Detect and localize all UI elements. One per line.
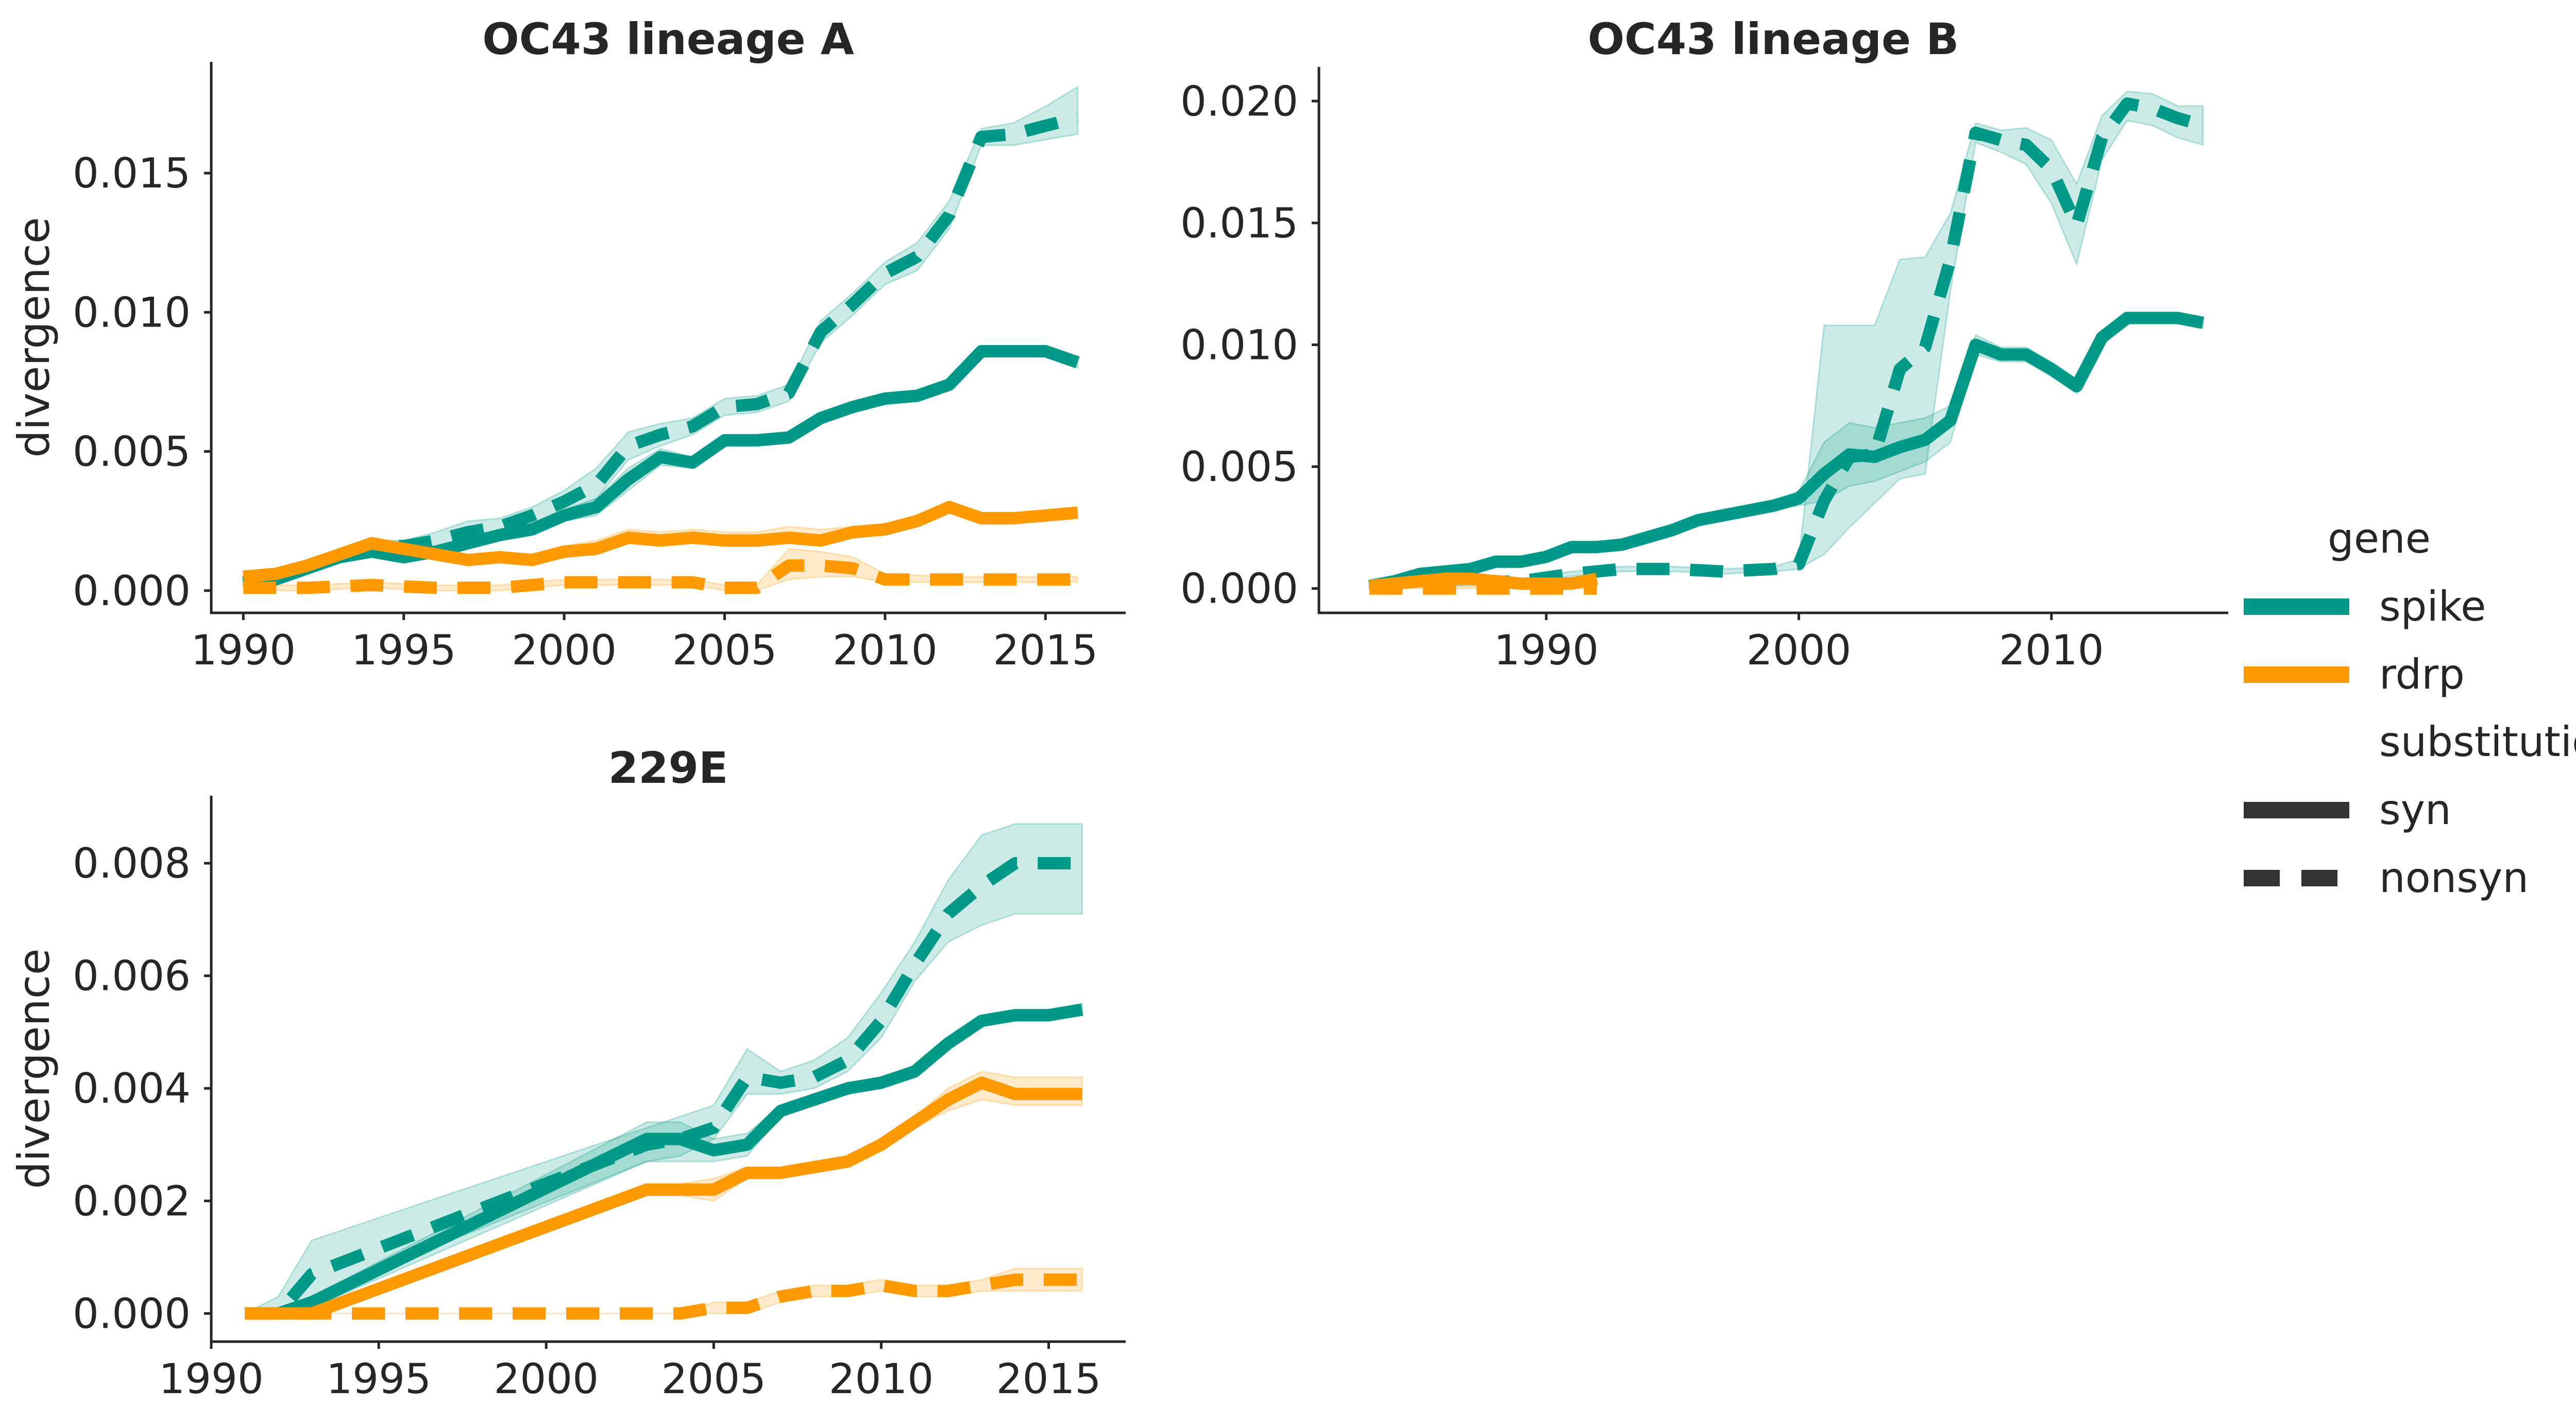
x-axis-ticks: 1990 2000 2010 <box>1494 613 2104 674</box>
y-tick-label: 0.010 <box>1180 321 1298 369</box>
panel-title: OC43 lineage B <box>1588 14 1959 64</box>
spike-syn-ci-band <box>1368 312 2204 590</box>
axis-spines <box>1317 67 2228 614</box>
y-tick-label: 0.005 <box>73 428 191 476</box>
confidence-bands <box>242 85 1079 592</box>
x-tick-label: 1995 <box>326 1355 431 1403</box>
y-tick-label: 0.020 <box>1180 77 1298 125</box>
rdrp-syn-line <box>245 1076 1082 1320</box>
y-tick-label: 0.002 <box>73 1177 191 1225</box>
legend: gene spike rdrp substitution syn nonsyn <box>2244 515 2576 902</box>
spike-nonsyn-ci-band <box>244 823 1083 1314</box>
legend-label-rdrp: rdrp <box>2379 650 2465 698</box>
rdrp-syn-line <box>243 501 1078 583</box>
confidence-bands <box>244 823 1083 1314</box>
x-tick-label: 2010 <box>1999 626 2104 674</box>
y-tick-label: 0.000 <box>73 567 191 615</box>
y-tick-label: 0.005 <box>1180 443 1298 491</box>
y-tick-label: 0.000 <box>73 1290 191 1338</box>
panel-oc43-lineage-a: OC43 lineage A divergence 1990 1995 2000 20… <box>9 14 1126 674</box>
y-axis-ticks: 0.000 0.005 0.010 0.015 0.020 <box>1180 77 1319 613</box>
x-tick-label: 2000 <box>494 1355 599 1403</box>
legend-label-spike: spike <box>2379 582 2486 630</box>
y-tick-label: 0.006 <box>73 952 191 1000</box>
spike-syn-line <box>243 345 1080 589</box>
axis-spines <box>210 62 1126 614</box>
x-tick-label: 1990 <box>191 626 296 674</box>
series-lines <box>245 857 1083 1320</box>
x-tick-label: 2015 <box>996 1355 1101 1403</box>
legend-title-substitution: substitution <box>2379 718 2576 766</box>
y-tick-label: 0.015 <box>73 149 191 197</box>
y-axis-label: divergence <box>9 948 59 1189</box>
x-tick-label: 2000 <box>512 626 617 674</box>
y-axis-label: divergence <box>9 217 59 457</box>
x-tick-label: 2000 <box>1747 626 1852 674</box>
spike-syn-line <box>1368 312 2205 592</box>
legend-label-syn: syn <box>2379 786 2451 834</box>
legend-label-nonsyn: nonsyn <box>2379 854 2529 902</box>
spike-nonsyn-line <box>245 857 1082 1320</box>
panel-title: 229E <box>608 743 728 793</box>
panel-title: OC43 lineage A <box>482 14 854 64</box>
y-tick-label: 0.015 <box>1180 199 1298 247</box>
x-tick-label: 2010 <box>833 626 938 674</box>
panel-229e: 229E divergence 1990 1995 2000 2005 2010 2015… <box>9 743 1126 1403</box>
x-axis-ticks: 1990 1995 2000 2005 2010 2015 <box>159 1342 1101 1403</box>
x-tick-label: 1990 <box>159 1355 264 1403</box>
y-tick-label: 0.000 <box>1180 565 1298 613</box>
spike-nonsyn-line <box>1369 97 2205 592</box>
confidence-bands <box>1368 90 2204 590</box>
legend-title-gene: gene <box>2328 515 2431 562</box>
series-lines <box>242 111 1080 594</box>
x-tick-label: 2010 <box>829 1355 934 1403</box>
rdrp-nonsyn-line <box>245 1273 1082 1320</box>
series-lines <box>1368 97 2205 595</box>
y-axis-ticks: 0.000 0.005 0.010 0.015 <box>73 149 211 615</box>
x-tick-label: 2005 <box>672 626 777 674</box>
x-axis-ticks: 1990 1995 2000 2005 2010 2015 <box>191 613 1098 674</box>
x-tick-label: 1995 <box>351 626 456 674</box>
x-tick-label: 1990 <box>1494 626 1599 674</box>
y-tick-label: 0.004 <box>73 1065 191 1112</box>
x-tick-label: 2005 <box>661 1355 766 1403</box>
x-tick-label: 2015 <box>993 626 1098 674</box>
spike-nonsyn-line <box>242 111 1079 589</box>
y-tick-label: 0.010 <box>73 288 191 336</box>
y-tick-label: 0.008 <box>73 839 191 887</box>
rdrp-nonsyn-line <box>243 559 1078 594</box>
panel-oc43-lineage-b: OC43 lineage B 1990 2000 2010 0.0000.0050.… <box>1180 14 2228 674</box>
y-axis-ticks: 0.000 0.002 0.004 0.006 0.008 <box>73 839 211 1338</box>
spike-nonsyn-ci-band <box>1368 90 2204 590</box>
